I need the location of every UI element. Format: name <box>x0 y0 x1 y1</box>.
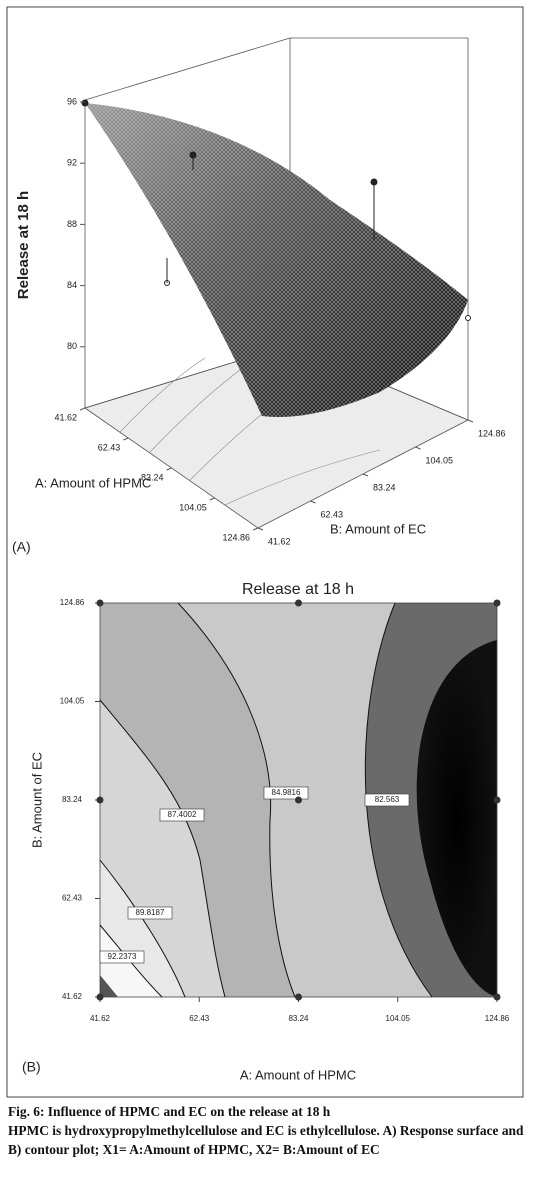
design-point <box>493 796 501 804</box>
z-tick-label: 84 <box>67 280 77 290</box>
contour-label: 84.9816 <box>272 788 301 797</box>
y-tick-label: 62.43 <box>321 509 344 519</box>
caption-text: HPMC is hydroxypropylmethylcellulose and… <box>8 1123 524 1157</box>
contour-title: Release at 18 h <box>242 581 354 598</box>
design-point <box>295 599 302 607</box>
design-point <box>96 993 104 1001</box>
design-point <box>295 993 302 1001</box>
y-tick <box>415 446 421 450</box>
x-tick <box>79 407 86 411</box>
contour-line <box>177 602 296 998</box>
figure: (B) Release at 18 h A: Amount of HPMC B:… <box>6 6 524 1098</box>
y-tick <box>257 527 264 531</box>
contour-fill <box>99 602 498 998</box>
panel-label: (A) <box>12 539 31 555</box>
y-tick-label: 62.43 <box>62 894 83 903</box>
design-point <box>96 796 104 804</box>
z-tick-label: 92 <box>67 158 77 168</box>
y-tick <box>467 419 474 423</box>
caption-title: Fig. 6: Influence of HPMC and EC on the … <box>8 1104 331 1119</box>
contour-label: 92.2373 <box>108 952 137 961</box>
y-tick-label: 104.05 <box>426 455 454 465</box>
contour-label-box <box>159 808 205 822</box>
x-axis-label: A: Amount of HPMC <box>240 1067 356 1082</box>
contour-label-box <box>364 793 410 807</box>
x-tick-label: 62.43 <box>189 1014 210 1023</box>
y-axis-label: B: Amount of EC <box>29 752 44 848</box>
contour-label: 87.4002 <box>168 810 197 819</box>
x-axis-label: A: Amount of HPMC <box>35 475 151 490</box>
y-tick <box>310 500 316 504</box>
contour-line <box>99 699 226 998</box>
contour-line <box>99 859 186 998</box>
y-tick <box>362 473 369 477</box>
x-tick <box>252 527 259 531</box>
y-tick-label: 83.24 <box>62 795 83 804</box>
x-tick <box>209 497 215 501</box>
x-tick-label: 83.24 <box>288 1014 309 1023</box>
contour-label: 89.8187 <box>136 908 165 917</box>
contour-label-box <box>263 786 309 800</box>
contour-label: 82.563 <box>375 795 400 804</box>
design-point <box>493 993 501 1001</box>
y-axis-label: B: Amount of EC <box>330 521 426 536</box>
y-tick-label: 83.24 <box>373 482 396 492</box>
x-tick <box>123 437 129 441</box>
response-surface <box>85 103 468 417</box>
x-tick-label: 104.05 <box>386 1014 411 1023</box>
y-tick-label: 124.86 <box>60 598 85 607</box>
y-tick-label: 41.62 <box>62 992 83 1001</box>
x-tick-label: 104.05 <box>179 502 207 512</box>
x-tick-label: 124.86 <box>485 1014 510 1023</box>
caption: Fig. 6: Influence of HPMC and EC on the … <box>8 1102 530 1159</box>
contour-label-box <box>99 950 145 964</box>
y-tick-label: 41.62 <box>268 536 291 546</box>
z-tick-label: 88 <box>67 219 77 229</box>
contour-line <box>99 924 163 998</box>
x-tick-label: 124.86 <box>222 532 250 542</box>
x-tick-label: 62.43 <box>98 442 121 452</box>
panel-label: (B) <box>22 1059 41 1075</box>
x-tick <box>166 467 172 471</box>
contour-label-box <box>127 906 173 920</box>
x-tick-label: 83.24 <box>141 472 164 482</box>
design-point <box>295 796 302 804</box>
x-tick-label: 41.62 <box>54 412 77 422</box>
contour-line <box>364 602 433 998</box>
design-point <box>493 599 501 607</box>
y-tick-label: 104.05 <box>60 697 85 706</box>
z-tick-label: 80 <box>67 341 77 351</box>
design-point <box>96 599 104 607</box>
y-tick-label: 124.86 <box>478 428 506 438</box>
z-axis-label: Release at 18 h <box>15 191 32 299</box>
surface-design-points <box>81 99 471 321</box>
figure-border <box>6 6 524 1098</box>
x-tick-label: 41.62 <box>90 1014 111 1023</box>
z-tick-label: 96 <box>67 96 77 106</box>
